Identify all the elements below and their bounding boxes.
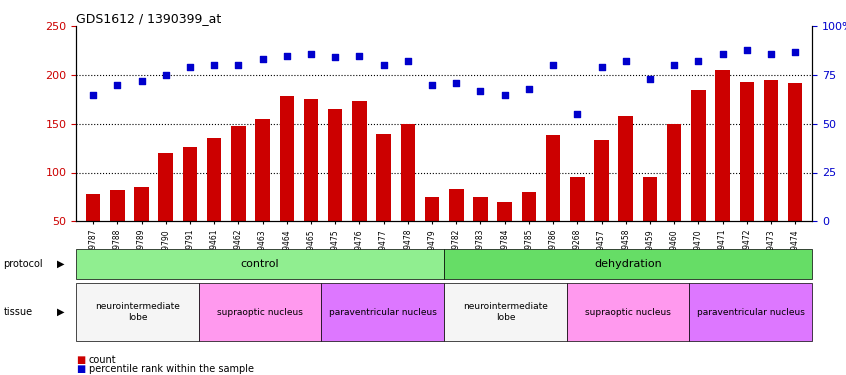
Bar: [667, 124, 681, 270]
Point: [667, 62, 681, 68]
Bar: [110, 190, 124, 270]
Point: [522, 86, 536, 92]
Bar: [279, 96, 294, 270]
Text: ▶: ▶: [57, 307, 64, 317]
Bar: [594, 140, 609, 270]
Text: supraoptic nucleus: supraoptic nucleus: [585, 308, 671, 316]
Text: ■: ■: [76, 364, 85, 374]
Bar: [85, 194, 101, 270]
Point: [232, 62, 245, 68]
Point: [547, 62, 560, 68]
Point: [449, 80, 463, 86]
Point: [595, 64, 608, 70]
Point: [401, 58, 415, 64]
Point: [691, 58, 705, 64]
Text: protocol: protocol: [3, 259, 43, 269]
Bar: [788, 83, 803, 270]
Point: [764, 51, 777, 57]
Point: [716, 51, 729, 57]
Bar: [304, 99, 318, 270]
Text: tissue: tissue: [3, 307, 32, 317]
Point: [184, 64, 197, 70]
Bar: [183, 147, 197, 270]
Bar: [570, 177, 585, 270]
Point: [570, 111, 584, 117]
Bar: [449, 189, 464, 270]
Point: [619, 58, 633, 64]
Point: [207, 62, 221, 68]
Text: dehydration: dehydration: [594, 259, 662, 269]
Text: neurointermediate
lobe: neurointermediate lobe: [463, 303, 548, 322]
Point: [426, 82, 439, 88]
Bar: [207, 138, 222, 270]
Bar: [546, 135, 560, 270]
Point: [86, 92, 100, 98]
Bar: [400, 124, 415, 270]
Point: [353, 53, 366, 58]
Text: ▶: ▶: [57, 259, 64, 269]
Bar: [522, 192, 536, 270]
Point: [474, 88, 487, 94]
Point: [788, 49, 802, 55]
Text: control: control: [241, 259, 279, 269]
Bar: [643, 177, 657, 270]
Bar: [328, 109, 343, 270]
Bar: [255, 119, 270, 270]
Text: paraventricular nucleus: paraventricular nucleus: [697, 308, 805, 316]
Bar: [231, 126, 245, 270]
Bar: [352, 101, 366, 270]
Point: [111, 82, 124, 88]
Text: count: count: [89, 355, 117, 365]
Bar: [497, 202, 512, 270]
Bar: [425, 197, 439, 270]
Point: [328, 54, 342, 60]
Text: ■: ■: [76, 355, 85, 365]
Bar: [473, 197, 488, 270]
Bar: [691, 90, 706, 270]
Text: neurointermediate
lobe: neurointermediate lobe: [95, 303, 180, 322]
Text: supraoptic nucleus: supraoptic nucleus: [217, 308, 303, 316]
Bar: [135, 187, 149, 270]
Bar: [376, 134, 391, 270]
Text: percentile rank within the sample: percentile rank within the sample: [89, 364, 254, 374]
Point: [740, 46, 754, 53]
Bar: [764, 80, 778, 270]
Text: GDS1612 / 1390399_at: GDS1612 / 1390399_at: [76, 12, 222, 25]
Point: [305, 51, 318, 57]
Bar: [618, 116, 633, 270]
Bar: [716, 70, 730, 270]
Point: [643, 76, 656, 82]
Point: [498, 92, 512, 98]
Bar: [158, 153, 173, 270]
Point: [376, 62, 390, 68]
Point: [135, 78, 148, 84]
Text: paraventricular nucleus: paraventricular nucleus: [329, 308, 437, 316]
Point: [159, 72, 173, 78]
Point: [280, 53, 294, 58]
Bar: [739, 82, 754, 270]
Point: [255, 56, 269, 62]
